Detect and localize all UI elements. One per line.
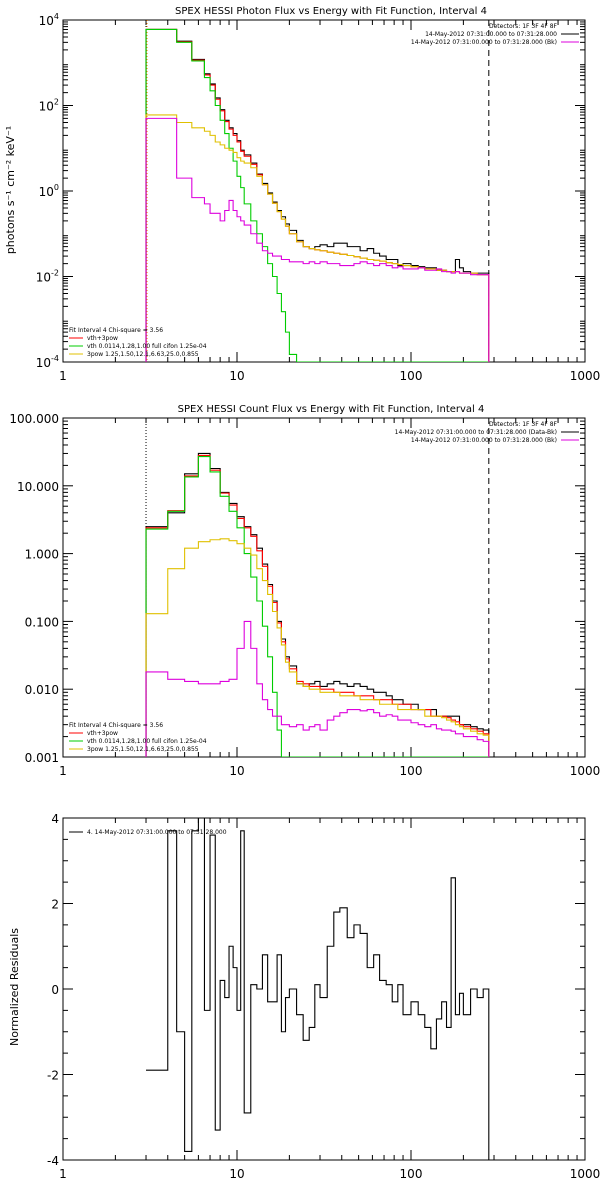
legend-entry: vth 0.0114,1.28,1.00 full cifon 1.25e-04 [87,738,207,745]
x-tick-label: 1 [59,369,67,383]
legend-entry: Detectors: 1F 3F 4F 8F [489,421,558,428]
legend-entry: vth 0.0114,1.28,1.00 full cifon 1.25e-04 [87,343,207,350]
y-tick-label: 100.000 [9,412,59,426]
series-group [145,28,490,362]
count-flux-title: SPEX HESSI Count Flux vs Energy with Fit… [178,404,485,415]
x-tick-label: 100 [400,1167,423,1181]
series-group [146,818,490,1160]
legend-entry: 3pow 1.25,1.50,12.1,6.63,25.0,0.855 [87,746,199,753]
series-vth-3pow [145,28,490,362]
x-tick-label: 10 [229,1167,244,1181]
series-vth-3pow [145,454,490,757]
legend-entry: Detectors: 1F 3F 4F 8F [489,23,558,30]
photon-flux-title: SPEX HESSI Photon Flux vs Energy with Fi… [175,6,487,17]
y-tick-label: 10.000 [17,480,59,494]
x-tick-label: 10 [229,764,244,778]
plot-frame [62,817,586,1161]
series-group [145,452,490,757]
series-3pow [145,114,490,362]
count-flux-panel: SPEX HESSI Count Flux vs Energy with Fit… [9,404,600,778]
residuals-ylabel: Normalized Residuals [8,928,21,1046]
y-tick-label: 102 [39,98,59,114]
y-tick-label: 10-2 [36,269,59,285]
plot-frame [62,417,586,758]
y-tick-label: 0.001 [25,751,59,765]
series-data [145,452,490,757]
x-tick-label: 100 [400,764,423,778]
y-tick-label: 0.100 [25,615,59,629]
x-tick-label: 1000 [570,764,600,778]
x-tick-label: 1000 [570,1167,600,1181]
y-tick-label: 1.000 [25,548,59,562]
y-tick-label: -2 [47,1069,59,1083]
legend-entry: 14-May-2012 07:31:00.000 to 07:31:28.000… [411,437,557,444]
series-vth [145,28,489,362]
legend-entry: 3pow 1.25,1.50,12.1,6.63,25.0,0.855 [87,351,199,358]
residuals-panel: Normalized Residuals 1 10 100 1000 -4 -2 0 2 4 4.… [8,812,600,1181]
legend-entry: Fit Interval 4 Chi-square = 3.56 [69,722,163,729]
series-3pow [145,538,490,757]
photon-flux-panel: SPEX HESSI Photon Flux vs Energy with Fi… [4,6,600,383]
y-tick-label: 2 [51,898,59,912]
series-background [145,117,490,362]
legend-entry: 4. 14-May-2012 07:31:00.000 to 07:31:28.… [87,829,227,836]
x-tick-label: 1 [59,1167,67,1181]
y-tick-label: 104 [39,12,59,28]
y-tick-label: 0 [51,983,59,997]
legend-entry: vth+3pow [87,730,118,737]
legend-entry: 14-May-2012 07:31:00.000 to 07:31:28.000… [411,39,557,46]
y-tick-label: 100 [39,183,59,199]
series-data [145,28,490,362]
y-tick-label: -4 [47,1154,59,1168]
y-tick-label: 4 [51,812,59,826]
series-residuals [146,818,490,1160]
series-vth [145,456,489,757]
y-tick-label: 0.010 [25,683,59,697]
x-tick-label: 1000 [570,369,600,383]
photon-flux-ylabel: photons s⁻¹ cm⁻² keV⁻¹ [4,126,17,254]
plot-frame [62,19,586,363]
legend-entry: 14-May-2012 07:31:00.000 to 07:31:28.000… [395,429,557,436]
x-tick-label: 100 [400,369,423,383]
legend-entry: 14-May-2012 07:31:00.000 to 07:31:28.000 [425,31,557,38]
x-tick-label: 10 [229,369,244,383]
legend-entry: Fit Interval 4 Chi-square = 3.56 [69,327,163,334]
x-tick-label: 1 [59,764,67,778]
legend-entry: vth+3pow [87,335,118,342]
y-tick-label: 10-4 [36,354,59,370]
series-background [145,620,490,757]
